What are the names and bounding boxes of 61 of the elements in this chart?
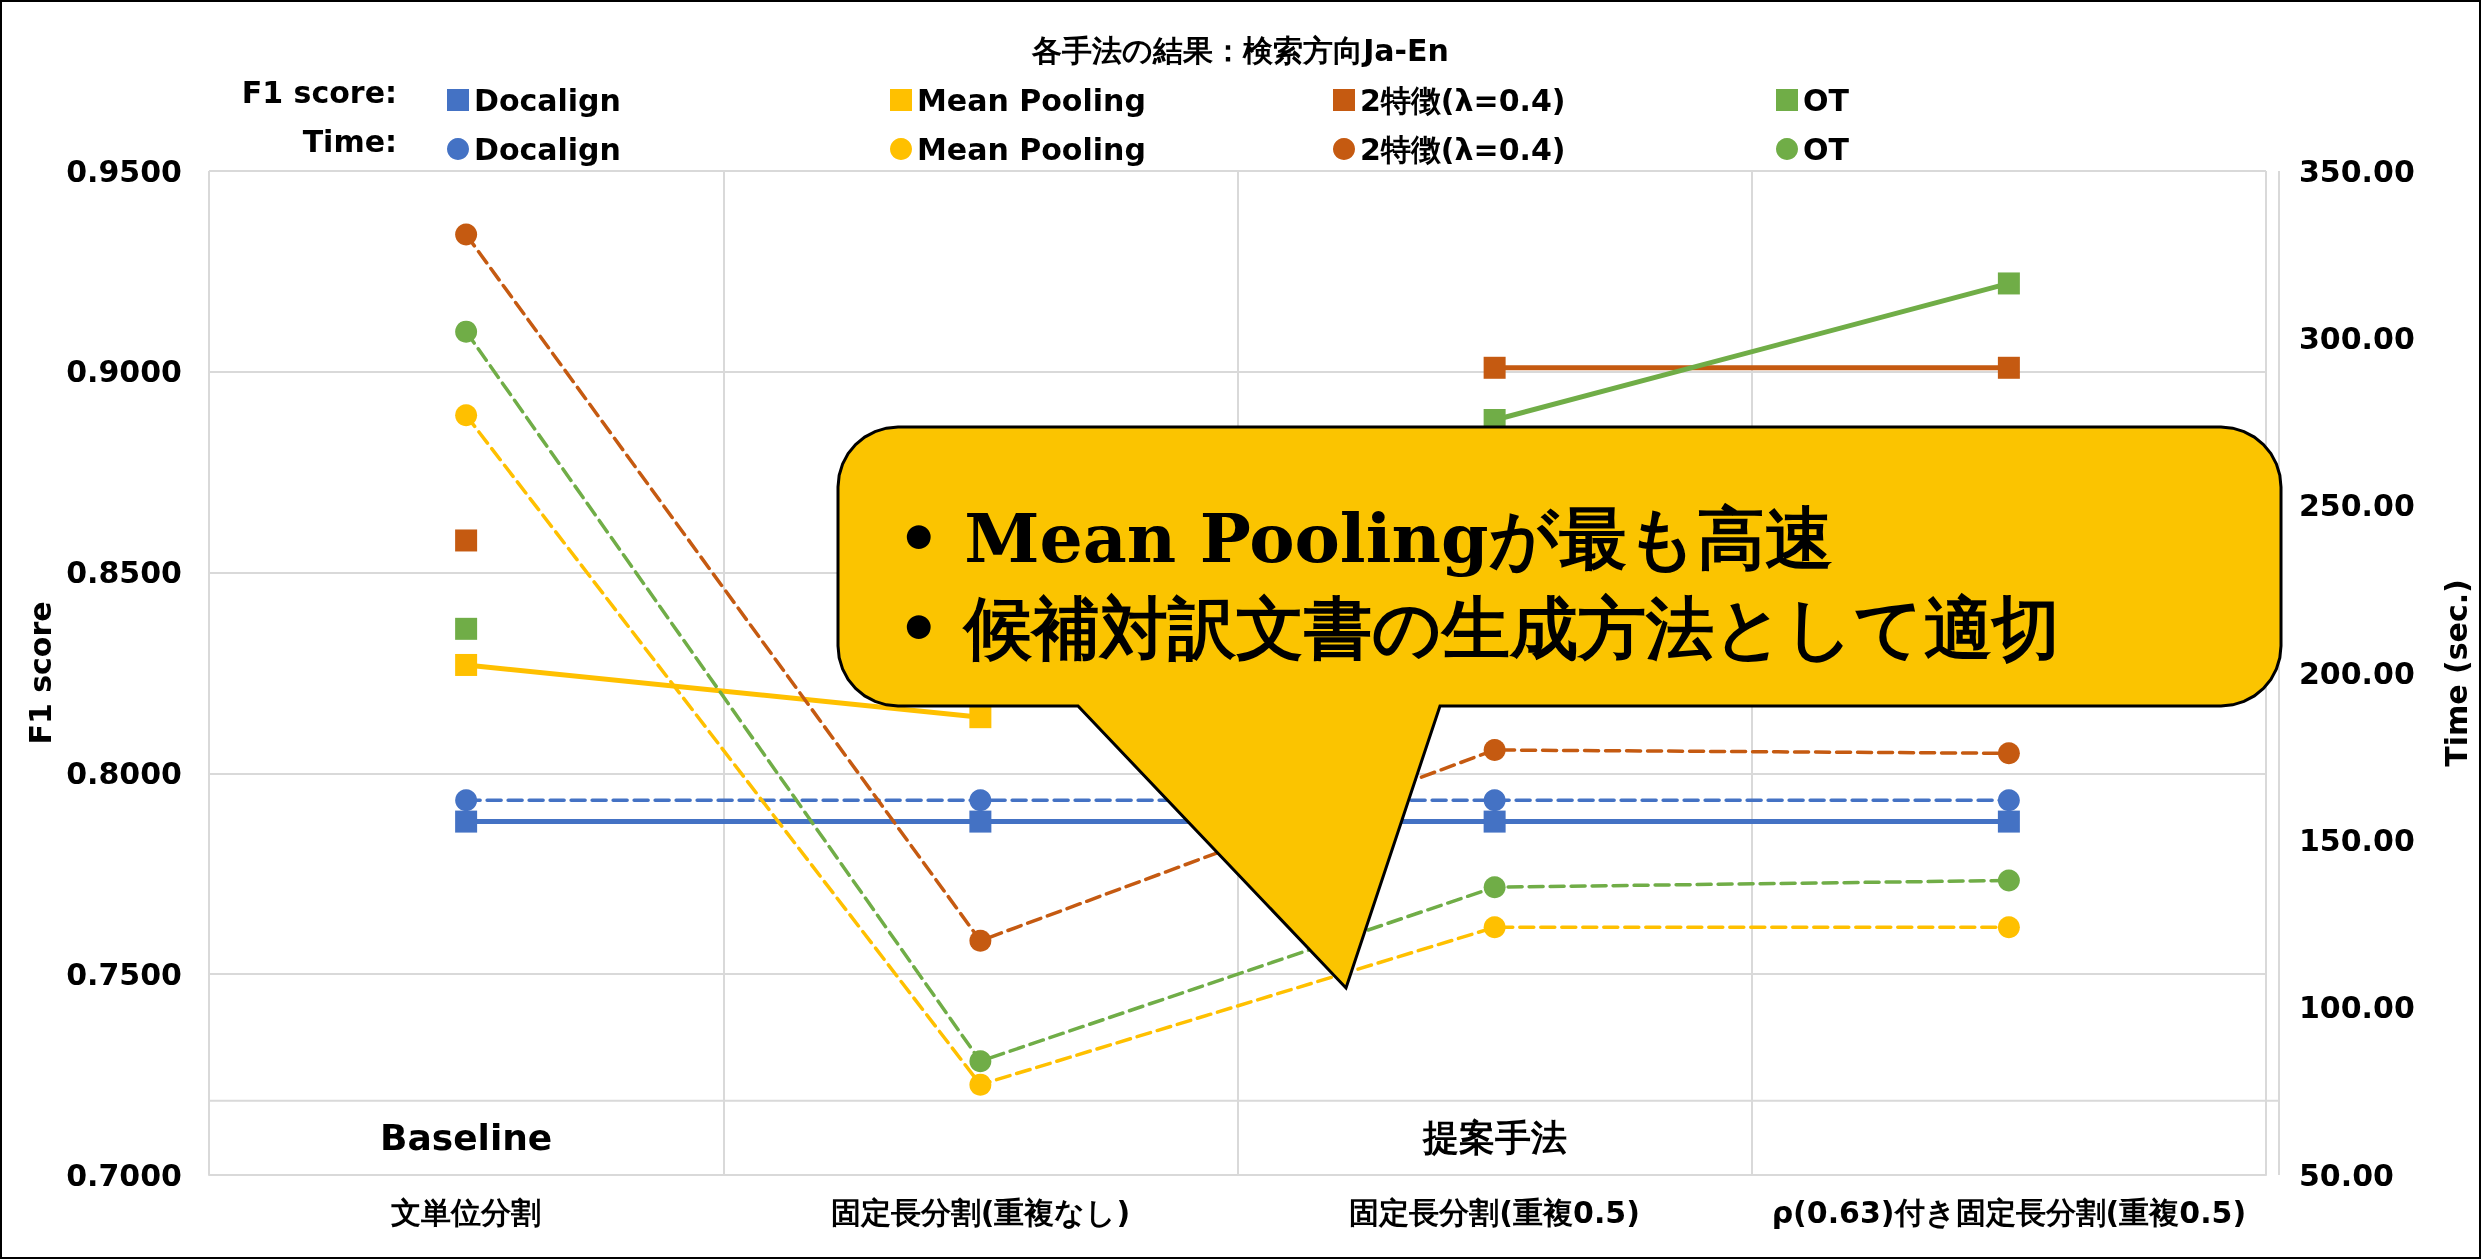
y-tick-label: 0.8000 — [66, 755, 182, 791]
legend-label: Mean Pooling — [917, 131, 1146, 167]
annotation: Baseline — [379, 1117, 553, 1159]
point — [455, 223, 478, 246]
annotation: • 候補対訳文書の生成方法として適切 — [897, 588, 2061, 668]
point — [1483, 738, 1506, 761]
legend-label: Docalign — [474, 131, 621, 167]
chart-title: 各手法の結果：検索方向Ja-En — [1031, 32, 1449, 68]
point — [1483, 810, 1506, 833]
point — [969, 706, 992, 729]
point — [455, 653, 478, 676]
legend-label: OT — [1803, 131, 1850, 167]
point — [455, 789, 478, 812]
y2-tick-label: 300.00 — [2299, 320, 2415, 356]
x-tick-label: 固定長分割(重複0.5) — [1349, 1194, 1640, 1230]
point — [969, 789, 992, 812]
point — [969, 1073, 992, 1096]
x-tick-label: 文単位分割 — [391, 1194, 542, 1230]
point — [969, 929, 992, 952]
point — [455, 320, 478, 343]
y-tick-label: 0.7000 — [66, 1157, 182, 1193]
x-tick-label: ρ(0.63)付き固定長分割(重複0.5) — [1771, 1194, 2247, 1230]
legend-label: Mean Pooling — [917, 82, 1146, 118]
point — [1997, 272, 2020, 295]
point — [1483, 789, 1506, 812]
annotation: • Mean Poolingが最も高速 — [897, 498, 1833, 578]
legend-label: Docalign — [474, 82, 621, 118]
point — [1997, 869, 2020, 892]
point — [455, 617, 478, 640]
y-axis-title: F1 score — [22, 601, 58, 745]
text: Time: — [302, 123, 397, 159]
point — [1483, 916, 1506, 939]
y-tick-label: 0.7500 — [66, 956, 182, 992]
point — [455, 810, 478, 833]
y2-tick-label: 100.00 — [2299, 990, 2415, 1026]
point — [1997, 916, 2020, 939]
point — [455, 404, 478, 427]
y-tick-label: 0.9500 — [66, 153, 182, 189]
point — [1483, 876, 1506, 899]
legend-label: 2特徴(λ=0.4) — [1360, 82, 1566, 118]
text: F1 score: — [241, 74, 397, 110]
point — [1997, 742, 2020, 765]
y-tick-label: 0.8500 — [66, 555, 182, 591]
legend-label: OT — [1803, 82, 1850, 118]
point — [1997, 789, 2020, 812]
y-tick-label: 0.9000 — [66, 354, 182, 390]
point — [969, 810, 992, 833]
y2-tick-label: 350.00 — [2299, 153, 2415, 189]
y2-tick-label: 200.00 — [2299, 655, 2415, 691]
point — [1997, 810, 2020, 833]
point — [1997, 356, 2020, 379]
point — [1483, 356, 1506, 379]
y2-tick-label: 150.00 — [2299, 822, 2415, 858]
y2-tick-label: 250.00 — [2299, 488, 2415, 524]
annotation: 提案手法 — [1421, 1117, 1567, 1159]
y2-tick-label: 50.00 — [2299, 1157, 2394, 1193]
x-tick-label: 固定長分割(重複なし) — [830, 1194, 1131, 1230]
y2-axis-title: Time (sec.) — [2438, 579, 2474, 767]
legend-label: 2特徴(λ=0.4) — [1360, 131, 1566, 167]
point — [455, 529, 478, 552]
point — [969, 1050, 992, 1073]
